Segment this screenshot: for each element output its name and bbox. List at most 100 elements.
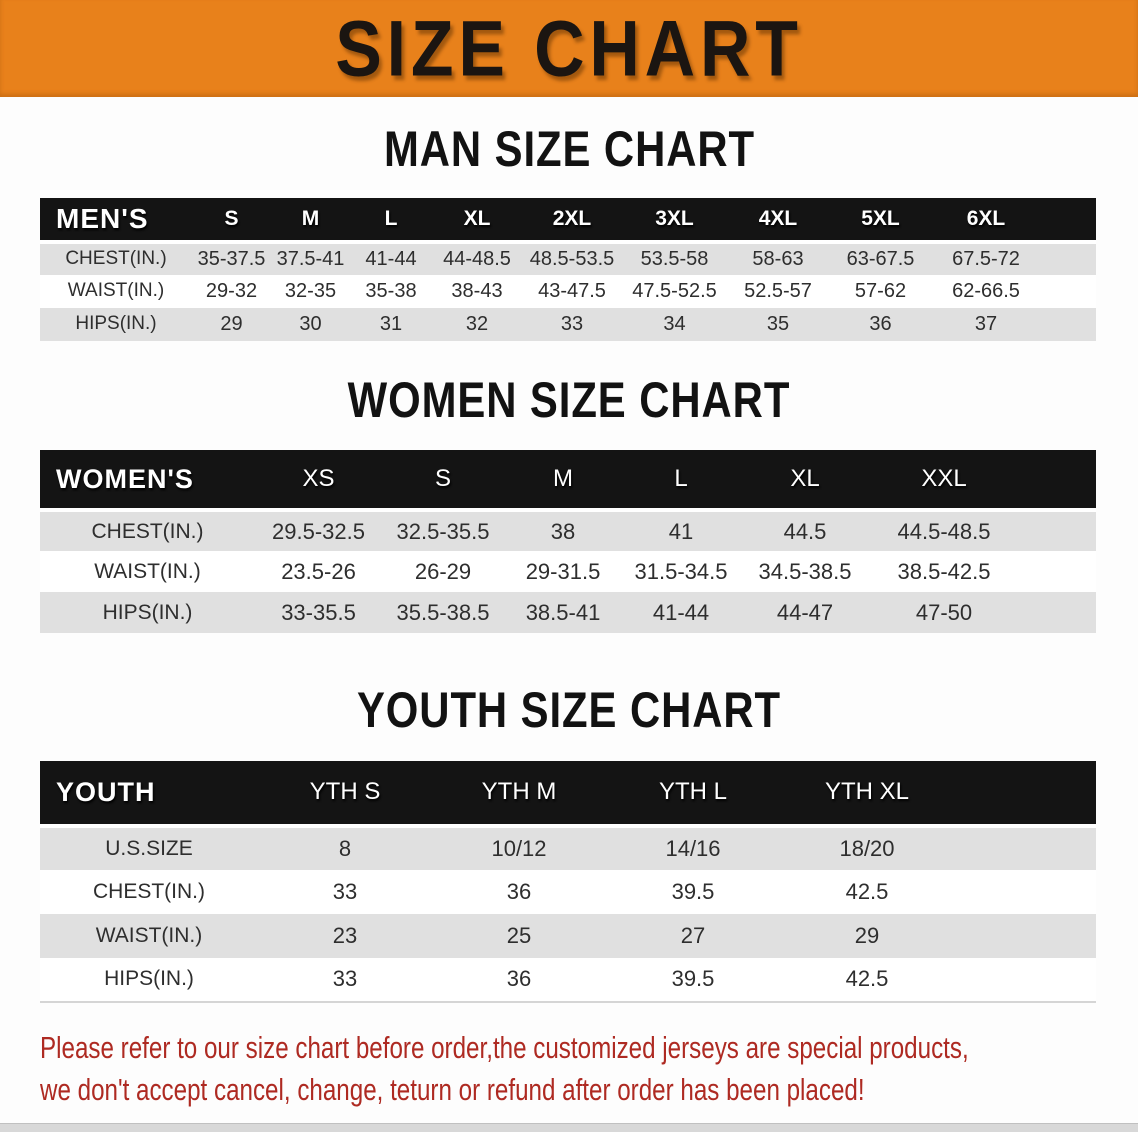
size-cell: 32-35: [271, 274, 350, 308]
size-cell: 38: [504, 508, 622, 551]
size-cell: 38-43: [432, 274, 522, 308]
size-cell: 62-66.5: [932, 274, 1040, 308]
filler-cell: [1040, 274, 1096, 308]
filler-cell: [1018, 592, 1096, 633]
size-cell: 57-62: [829, 274, 932, 308]
filler-cell: [954, 957, 1096, 1003]
filler-cell: [954, 869, 1096, 914]
size-cell: 27: [606, 913, 780, 958]
size-cell: 29-31.5: [504, 551, 622, 592]
women-section-title: WOMEN SIZE CHART: [0, 372, 1138, 427]
row-label: HIPS(IN.): [40, 592, 255, 633]
size-cell: 33: [258, 869, 432, 914]
size-cell: 44-47: [740, 592, 870, 633]
men-chest-row: CHEST(IN.) 35-37.5 37.5-41 41-44 44-48.5…: [40, 239, 1096, 275]
women-col-header: XXL: [870, 450, 1018, 510]
row-label: WAIST(IN.): [40, 913, 258, 958]
youth-ussize-row: U.S.SIZE 8 10/12 14/16 18/20: [40, 823, 1096, 870]
size-cell: 23: [258, 913, 432, 958]
filler-cell: [1040, 197, 1096, 242]
women-chest-row: CHEST(IN.) 29.5-32.5 32.5-35.5 38 41 44.…: [40, 508, 1096, 551]
size-cell: 29.5-32.5: [255, 508, 382, 551]
size-cell: 36: [432, 957, 606, 1003]
men-hips-row: HIPS(IN.) 29 30 31 32 33 34 35 36 37: [40, 307, 1096, 341]
size-cell: 10/12: [432, 823, 606, 870]
men-col-header: 6XL: [932, 197, 1040, 242]
size-cell: 31.5-34.5: [622, 551, 740, 592]
youth-section-title-text: YOUTH SIZE CHART: [356, 680, 782, 739]
size-cell: 30: [271, 307, 350, 341]
disclaimer-line-1: Please refer to our size chart before or…: [40, 1029, 969, 1065]
size-cell: 36: [432, 869, 606, 914]
disclaimer-line-2: we don't accept cancel, change, teturn o…: [40, 1072, 865, 1108]
filler-cell: [1040, 239, 1096, 275]
men-col-header: L: [350, 197, 432, 242]
size-cell: 32: [432, 307, 522, 341]
women-col-header: L: [622, 450, 740, 510]
size-cell: 35.5-38.5: [382, 592, 504, 633]
size-cell: 44.5-48.5: [870, 508, 1018, 551]
size-cell: 36: [829, 307, 932, 341]
size-cell: 29: [192, 307, 271, 341]
size-cell: 41-44: [622, 592, 740, 633]
youth-chest-row: CHEST(IN.) 33 36 39.5 42.5: [40, 869, 1096, 914]
size-cell: 38.5-41: [504, 592, 622, 633]
filler-cell: [954, 823, 1096, 870]
row-label: CHEST(IN.): [40, 869, 258, 914]
men-col-header: XL: [432, 197, 522, 242]
size-cell: 33: [522, 307, 622, 341]
filler-cell: [1018, 551, 1096, 592]
size-cell: 41: [622, 508, 740, 551]
size-cell: 42.5: [780, 869, 954, 914]
size-cell: 63-67.5: [829, 239, 932, 275]
size-cell: 26-29: [382, 551, 504, 592]
bottom-edge-strip: [0, 1123, 1138, 1132]
row-label: WAIST(IN.): [40, 274, 192, 308]
filler-cell: [1018, 450, 1096, 510]
size-cell: 32.5-35.5: [382, 508, 504, 551]
row-label: WAIST(IN.): [40, 551, 255, 592]
size-cell: 25: [432, 913, 606, 958]
women-col-header: XL: [740, 450, 870, 510]
size-cell: 58-63: [727, 239, 829, 275]
size-cell: 8: [258, 823, 432, 870]
size-cell: 39.5: [606, 957, 780, 1003]
women-hips-row: HIPS(IN.) 33-35.5 35.5-38.5 38.5-41 41-4…: [40, 592, 1096, 633]
men-col-header: 3XL: [622, 197, 727, 242]
women-header-row: WOMEN'S XS S M L XL XXL: [40, 450, 1096, 510]
row-label: HIPS(IN.): [40, 307, 192, 341]
size-cell: 44-48.5: [432, 239, 522, 275]
size-cell: 29: [780, 913, 954, 958]
youth-header-row: YOUTH YTH S YTH M YTH L YTH XL: [40, 760, 1096, 826]
filler-cell: [1018, 508, 1096, 551]
men-waist-row: WAIST(IN.) 29-32 32-35 35-38 38-43 43-47…: [40, 274, 1096, 308]
size-cell: 42.5: [780, 957, 954, 1003]
size-cell: 23.5-26: [255, 551, 382, 592]
size-cell: 47.5-52.5: [622, 274, 727, 308]
youth-col-header: YTH S: [258, 760, 432, 826]
size-cell: 38.5-42.5: [870, 551, 1018, 592]
size-cell: 43-47.5: [522, 274, 622, 308]
banner-title: SIZE CHART: [335, 4, 803, 93]
man-section-title: MAN SIZE CHART: [0, 121, 1138, 176]
size-cell: 34: [622, 307, 727, 341]
filler-cell: [1040, 307, 1096, 341]
women-size-table: WOMEN'S XS S M L XL XXL CHEST(IN.) 29.5-…: [40, 450, 1096, 633]
women-table-title: WOMEN'S: [40, 450, 255, 510]
size-cell: 48.5-53.5: [522, 239, 622, 275]
men-col-header: 4XL: [727, 197, 829, 242]
size-cell: 39.5: [606, 869, 780, 914]
size-cell: 18/20: [780, 823, 954, 870]
size-cell: 33: [258, 957, 432, 1003]
row-label: U.S.SIZE: [40, 823, 258, 870]
size-cell: 52.5-57: [727, 274, 829, 308]
size-chart-banner: SIZE CHART: [0, 0, 1138, 97]
youth-col-header: YTH XL: [780, 760, 954, 826]
size-cell: 44.5: [740, 508, 870, 551]
men-header-row: MEN'S S M L XL 2XL 3XL 4XL 5XL 6XL: [40, 197, 1096, 242]
youth-col-header: YTH L: [606, 760, 780, 826]
row-label: CHEST(IN.): [40, 239, 192, 275]
size-cell: 37: [932, 307, 1040, 341]
youth-col-header: YTH M: [432, 760, 606, 826]
